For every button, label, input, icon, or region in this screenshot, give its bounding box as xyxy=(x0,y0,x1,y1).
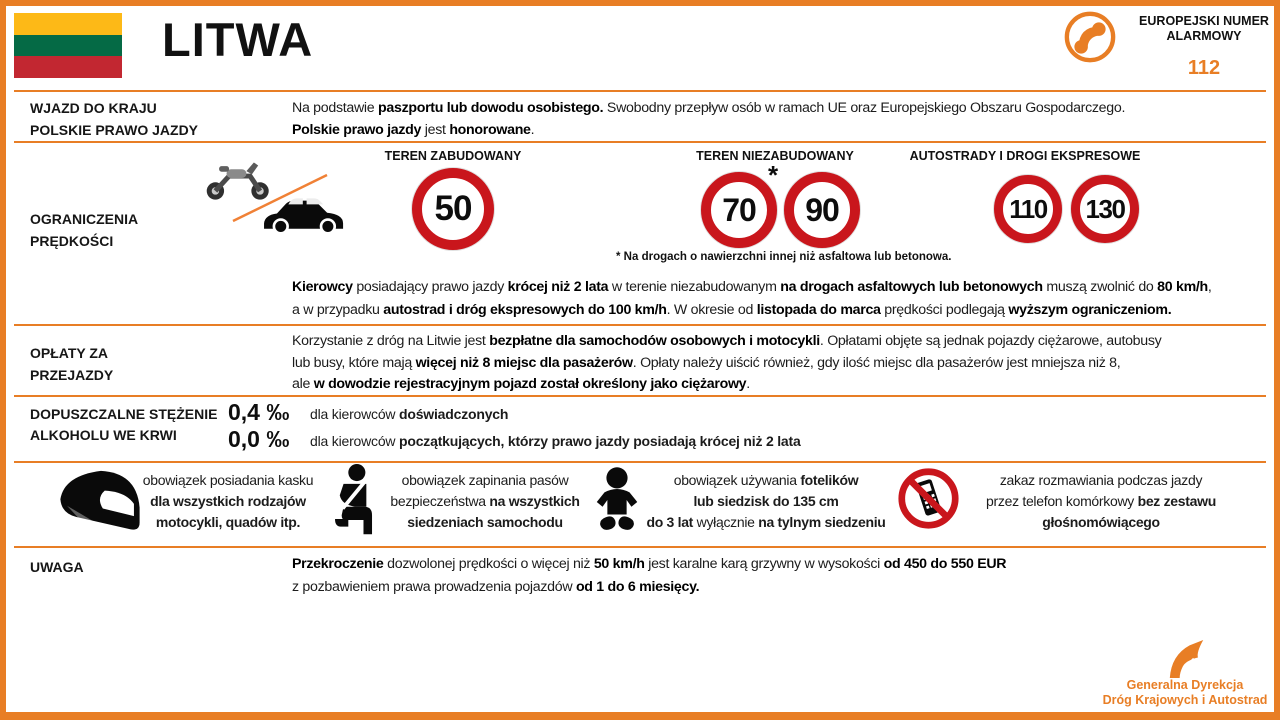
divider xyxy=(14,395,1266,397)
rule-child-seat-line1: obowiązek używania fotelików xyxy=(673,472,859,488)
speed-label-line1: OGRANICZENIA xyxy=(30,211,139,227)
speed-sign-110: 110 xyxy=(994,175,1062,243)
section-label-warning: UWAGA xyxy=(30,559,84,575)
lithuania-flag xyxy=(14,13,122,79)
section-label-speed-limits: OGRANICZENIA PRĘDKOŚCI xyxy=(30,208,138,252)
entry-text-line1: Na podstawie paszportu lub dowodu osobis… xyxy=(292,100,1126,116)
divider xyxy=(14,324,1266,326)
speed-text-line1: Kierowcy posiadający prawo jazdy krócej … xyxy=(292,279,1212,295)
gddkia-logo-block: Generalna Dyrekcja Dróg Krajowych i Auto… xyxy=(1092,640,1278,708)
tolls-text-line3: ale w dowodzie rejestracyjnym pojazd zos… xyxy=(292,376,750,392)
speed-text-line2: a w przypadku autostrad i dróg ekspresow… xyxy=(292,302,1172,318)
flag-stripe-red xyxy=(14,56,122,79)
divider xyxy=(14,90,1266,92)
speed-sign-90: 90 xyxy=(784,172,860,248)
entry-text: Na podstawie paszportu lub dowodu osobis… xyxy=(292,97,1125,141)
rule-seatbelt-text: obowiązek zapinania pasów bezpieczeństwa… xyxy=(377,470,593,533)
emergency-number: 112 xyxy=(1187,57,1221,79)
helmet-icon xyxy=(57,468,143,539)
rule-child-seat-text: obowiązek używania fotelików lub siedzis… xyxy=(644,470,888,533)
tolls-text: Korzystanie z dróg na Litwie jest bezpła… xyxy=(292,331,1162,396)
divider xyxy=(14,141,1266,143)
asterisk-mark: * xyxy=(768,160,779,190)
section-label-tolls: OPŁATY ZA PRZEJAZDY xyxy=(30,342,113,386)
rule-helmet-line3: motocykli, quadów itp. xyxy=(155,514,301,530)
tolls-label-line2: PRZEJAZDY xyxy=(30,367,114,383)
warning-text-line2: z pozbawieniem prawa prowadzenia pojazdó… xyxy=(292,579,700,595)
rule-seatbelt-line3: siedzeniach samochodu xyxy=(407,514,563,530)
speed-sign-50: 50 xyxy=(412,168,494,250)
rule-no-phone-line3: głośnomówiącego xyxy=(1042,514,1160,530)
child-seat-icon xyxy=(591,466,643,541)
rule-child-seat-line3: do 3 lat wyłącznie na tylnym siedzeniu xyxy=(646,514,886,530)
emergency-number-block: EUROPEJSKI NUMER ALARMOWY 112 xyxy=(1138,14,1270,80)
flag-stripe-yellow xyxy=(14,13,122,35)
column-header-urban: TEREN ZABUDOWANY xyxy=(384,149,522,163)
page-title: LITWA xyxy=(162,13,314,66)
rule-helmet-line1: obowiązek posiadania kasku xyxy=(142,472,314,488)
column-header-motorway: AUTOSTRADY I DROGI EKSPRESOWE xyxy=(909,149,1141,163)
column-header-rural: TEREN NIEZABUDOWANY xyxy=(696,149,854,163)
tolls-text-line2: lub busy, które mają więcej niż 8 miejsc… xyxy=(292,354,1121,371)
footer-org-line2: Dróg Krajowych i Autostrad xyxy=(1102,693,1268,707)
no-phone-icon xyxy=(897,467,960,535)
alcohol-label-line1: DOPUSZCZALNE STĘŻENIE xyxy=(30,406,218,422)
rule-helmet-line2: dla wszystkich rodzajów xyxy=(150,493,306,509)
speed-sign-70: 70 xyxy=(701,172,777,248)
warning-text: Przekroczenie dozwolonej prędkości o wię… xyxy=(292,553,1007,599)
tolls-text-line1: Korzystanie z dróg na Litwie jest bezpła… xyxy=(292,333,1162,349)
alcohol-limit-experienced: 0,4 ‰ xyxy=(228,399,290,425)
speed-footnote: * Na drogach o nawierzchni innej niż asf… xyxy=(616,251,952,263)
rule-seatbelt-line2: bezpieczeństwa na wszystkich xyxy=(390,493,580,509)
alcohol-limit-beginner: 0,0 ‰ xyxy=(228,426,290,452)
section-label-licence: POLSKIE PRAWO JAZDY xyxy=(30,122,199,138)
seatbelt-icon xyxy=(333,464,375,543)
rule-seatbelt-line1: obowiązek zapinania pasów xyxy=(401,472,569,488)
divider xyxy=(14,461,1266,463)
alcohol-label-line2: ALKOHOLU WE KRWI xyxy=(30,427,177,443)
rule-no-phone-line2: przez telefon komórkowy bez zestawu xyxy=(986,493,1216,509)
rule-helmet-text: obowiązek posiadania kasku dla wszystkic… xyxy=(126,470,330,533)
warning-text-line1: Przekroczenie dozwolonej prędkości o wię… xyxy=(292,556,1007,572)
emergency-label-line2: ALARMOWY xyxy=(1166,29,1242,43)
alcohol-desc-experienced: dla kierowców doświadczonych xyxy=(310,406,509,422)
alcohol-desc-beginner: dla kierowców początkujących, którzy pra… xyxy=(310,433,801,449)
rule-child-seat-line2: lub siedzisk do 135 cm xyxy=(693,493,839,509)
section-label-entry: WJAZD DO KRAJU xyxy=(30,100,157,116)
rule-no-phone-text: zakaz rozmawiania podczas jazdy przez te… xyxy=(963,470,1239,533)
gddkia-road-icon xyxy=(1169,640,1204,678)
emergency-label-line1: EUROPEJSKI NUMER xyxy=(1139,14,1269,28)
speed-label-line2: PRĘDKOŚCI xyxy=(30,233,114,249)
section-label-alcohol: DOPUSZCZALNE STĘŻENIE ALKOHOLU WE KRWI xyxy=(30,404,217,446)
divider xyxy=(14,546,1266,548)
tolls-label-line1: OPŁATY ZA xyxy=(30,345,109,361)
footer-org-line1: Generalna Dyrekcja xyxy=(1126,678,1244,692)
entry-text-line2: Polskie prawo jazdy jest honorowane. xyxy=(292,122,535,138)
motorcycle-and-car-icon xyxy=(195,155,345,244)
speed-text: Kierowcy posiadający prawo jazdy krócej … xyxy=(292,276,1212,322)
rule-no-phone-line1: zakaz rozmawiania podczas jazdy xyxy=(999,472,1203,488)
flag-stripe-green xyxy=(14,34,122,57)
emergency-phone-icon xyxy=(1063,10,1117,64)
speed-sign-130: 130 xyxy=(1071,175,1139,243)
